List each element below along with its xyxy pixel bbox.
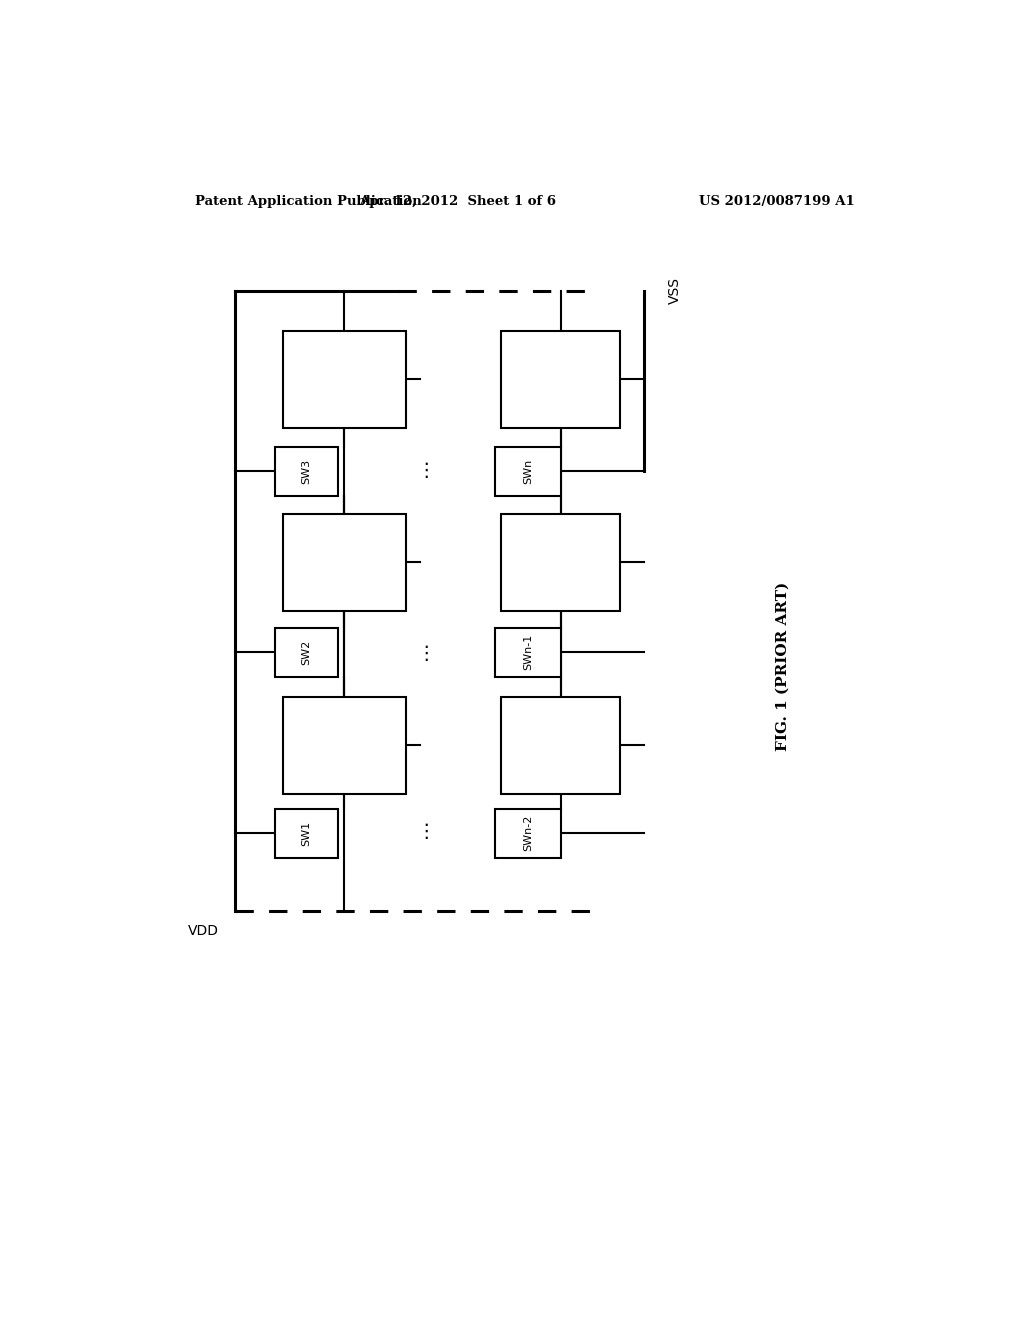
Bar <box>283 697 406 793</box>
Text: VDD: VDD <box>187 924 219 939</box>
Bar <box>283 331 406 428</box>
Bar <box>496 809 560 858</box>
Bar <box>501 331 620 428</box>
Text: SW2: SW2 <box>301 640 311 665</box>
Text: SWn-1: SWn-1 <box>523 634 532 671</box>
Text: FIG. 1 (PRIOR ART): FIG. 1 (PRIOR ART) <box>776 582 790 751</box>
Bar <box>501 515 620 611</box>
Text: Patent Application Publication: Patent Application Publication <box>196 194 422 207</box>
Bar <box>283 515 406 611</box>
Text: SWn: SWn <box>523 459 532 484</box>
Text: SW3: SW3 <box>301 459 311 484</box>
Text: ⋮: ⋮ <box>416 644 435 663</box>
Text: SW1: SW1 <box>301 821 311 846</box>
Text: ⋮: ⋮ <box>416 822 435 841</box>
Text: SWn-2: SWn-2 <box>523 816 532 851</box>
Bar <box>274 628 338 677</box>
Bar <box>496 447 560 496</box>
Bar <box>496 628 560 677</box>
Bar <box>501 697 620 793</box>
Text: ⋮: ⋮ <box>416 461 435 480</box>
Text: VSS: VSS <box>668 277 682 304</box>
Bar <box>274 809 338 858</box>
Bar <box>274 447 338 496</box>
Text: Apr. 12, 2012  Sheet 1 of 6: Apr. 12, 2012 Sheet 1 of 6 <box>358 194 556 207</box>
Text: US 2012/0087199 A1: US 2012/0087199 A1 <box>699 194 855 207</box>
